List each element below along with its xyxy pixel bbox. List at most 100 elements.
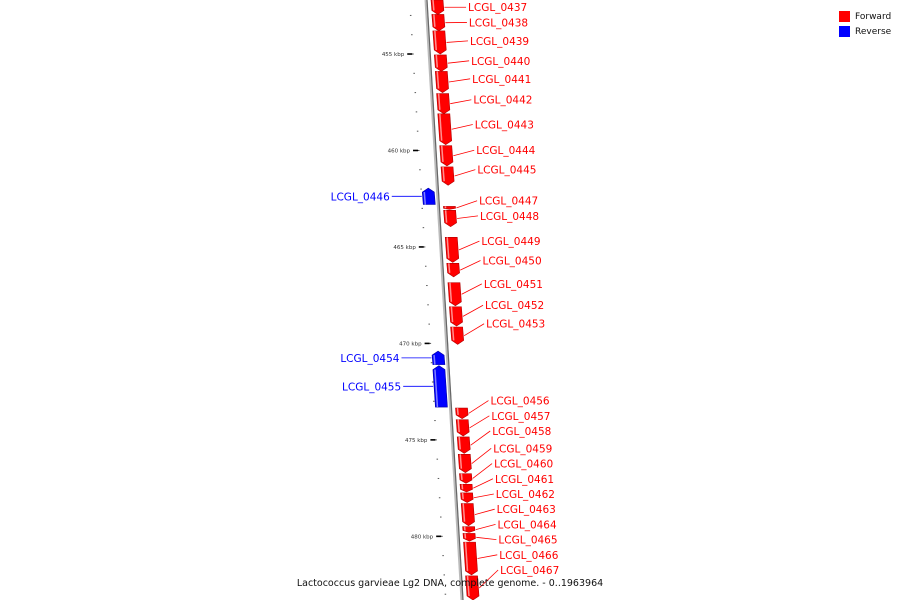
tick-label: 470 kbp [399, 341, 422, 347]
gene-label[interactable]: LCGL_0437 [468, 2, 527, 14]
gene-lcgl_0458[interactable] [456, 436, 471, 454]
leader-line [469, 415, 490, 429]
gene-highlight [433, 14, 436, 27]
gene-label[interactable]: LCGL_0440 [471, 56, 530, 68]
gene-lcgl_0448[interactable] [443, 209, 457, 228]
gene-lcgl_0454[interactable] [431, 350, 446, 365]
legend-label-reverse: Reverse [855, 26, 892, 37]
gene-label[interactable]: LCGL_0449 [481, 236, 540, 248]
tick-label: 460 kbp [388, 148, 411, 154]
gene-highlight [442, 166, 445, 182]
gene-lcgl_0465[interactable] [462, 533, 476, 542]
gene-lcgl_0444[interactable] [439, 145, 454, 167]
reverse-swatch [839, 26, 850, 37]
gene-label[interactable]: LCGL_0446 [331, 191, 390, 203]
backbone-shadow [424, 0, 464, 600]
gene-label[interactable]: LCGL_0438 [469, 17, 528, 29]
gene-label[interactable]: LCGL_0443 [475, 119, 534, 131]
tick-label: 480 kbp [411, 534, 434, 540]
gene-lcgl_0455[interactable] [432, 365, 448, 408]
gene-label[interactable]: LCGL_0455 [342, 381, 401, 393]
gene-lcgl_0438[interactable] [431, 14, 446, 32]
gene-label[interactable]: LCGL_0462 [496, 489, 555, 501]
gene-label[interactable]: LCGL_0448 [480, 211, 539, 223]
strand-legend: Forward Reverse [839, 9, 899, 39]
gene-label[interactable]: LCGL_0458 [492, 426, 551, 438]
gene-label[interactable]: LCGL_0460 [494, 459, 553, 471]
gene-label[interactable]: LCGL_0439 [470, 36, 529, 48]
gene-label[interactable]: LCGL_0441 [472, 74, 531, 86]
leader-line [446, 40, 469, 43]
gene-lcgl_0445[interactable] [440, 166, 455, 186]
leader-line [456, 200, 478, 209]
leader-line [450, 99, 472, 105]
gene-lcgl_0463[interactable] [460, 503, 475, 527]
leader-line [462, 304, 484, 317]
gene-lcgl_0442[interactable] [436, 93, 451, 115]
tick-label: 465 kbp [393, 245, 416, 251]
gene-label[interactable]: LCGL_0451 [484, 279, 543, 291]
gene-highlight [444, 210, 448, 223]
gene-body [460, 492, 474, 503]
gene-label[interactable]: LCGL_0442 [473, 95, 532, 107]
gene-highlight [432, 0, 435, 11]
gene-lcgl_0452[interactable] [449, 306, 463, 327]
gene-lcgl_0466[interactable] [463, 541, 478, 576]
leader-line [472, 463, 493, 479]
gene-highlight [434, 369, 439, 408]
gene-lcgl_0459[interactable] [457, 454, 472, 474]
gene-label[interactable]: LCGL_0467 [500, 565, 559, 577]
gene-label[interactable]: LCGL_0463 [497, 504, 556, 516]
leader-line [471, 448, 492, 464]
leader-line [453, 149, 475, 157]
gene-lcgl_0460[interactable] [459, 473, 473, 484]
gene-label[interactable]: LCGL_0447 [479, 196, 538, 208]
gene-label[interactable]: LCGL_0450 [483, 256, 542, 268]
gene-lcgl_0461[interactable] [459, 483, 473, 493]
gene-highlight [436, 71, 440, 89]
gene-label[interactable]: LCGL_0452 [485, 300, 544, 312]
gene-highlight [423, 192, 427, 205]
gene-lcgl_0446[interactable] [421, 187, 436, 205]
gene-lcgl_0451[interactable] [447, 282, 462, 307]
gene-label[interactable]: LCGL_0461 [495, 474, 554, 486]
leader-line [474, 508, 495, 516]
gene-lcgl_0439[interactable] [432, 30, 447, 55]
gene-label[interactable]: LCGL_0453 [486, 319, 545, 331]
gene-highlight [433, 355, 436, 365]
gene-lcgl_0453[interactable] [450, 326, 464, 345]
gene-label[interactable]: LCGL_0454 [340, 353, 399, 365]
gene-lcgl_0437[interactable] [430, 0, 445, 15]
leader-line [458, 240, 480, 251]
gene-label[interactable]: LCGL_0464 [498, 519, 557, 531]
gene-label[interactable]: LCGL_0456 [490, 396, 549, 408]
gene-lcgl_0464[interactable] [462, 526, 476, 533]
gene-highlight [446, 237, 450, 259]
gene-label[interactable]: LCGL_0444 [476, 145, 535, 157]
genome-caption: Lactococcus garvieae Lg2 DNA, complete g… [296, 578, 604, 589]
gene-label[interactable]: LCGL_0459 [493, 443, 552, 455]
legend-item-forward: Forward [839, 9, 899, 24]
gene-highlight [459, 454, 463, 469]
gene-label[interactable]: LCGL_0466 [499, 550, 558, 562]
gene-lcgl_0447[interactable] [443, 206, 456, 210]
gene-body [446, 263, 460, 278]
gene-label[interactable]: LCGL_0457 [491, 411, 550, 423]
gene-body [443, 206, 456, 210]
gene-lcgl_0456[interactable] [455, 407, 469, 420]
gene-lcgl_0450[interactable] [446, 263, 460, 278]
gene-body [459, 473, 473, 484]
gene-lcgl_0440[interactable] [433, 54, 448, 72]
gene-lcgl_0449[interactable] [444, 236, 460, 263]
gene-lcgl_0462[interactable] [460, 492, 474, 503]
gene-lcgl_0443[interactable] [437, 113, 452, 146]
gene-highlight [435, 54, 439, 68]
gene-highlight [456, 407, 459, 416]
gene-label[interactable]: LCGL_0465 [498, 535, 557, 547]
gene-lcgl_0441[interactable] [434, 71, 449, 93]
gene-lcgl_0467[interactable] [465, 575, 480, 600]
gene-label[interactable]: LCGL_0445 [477, 165, 536, 177]
gene-lcgl_0457[interactable] [455, 419, 470, 437]
gene-body [462, 533, 476, 542]
